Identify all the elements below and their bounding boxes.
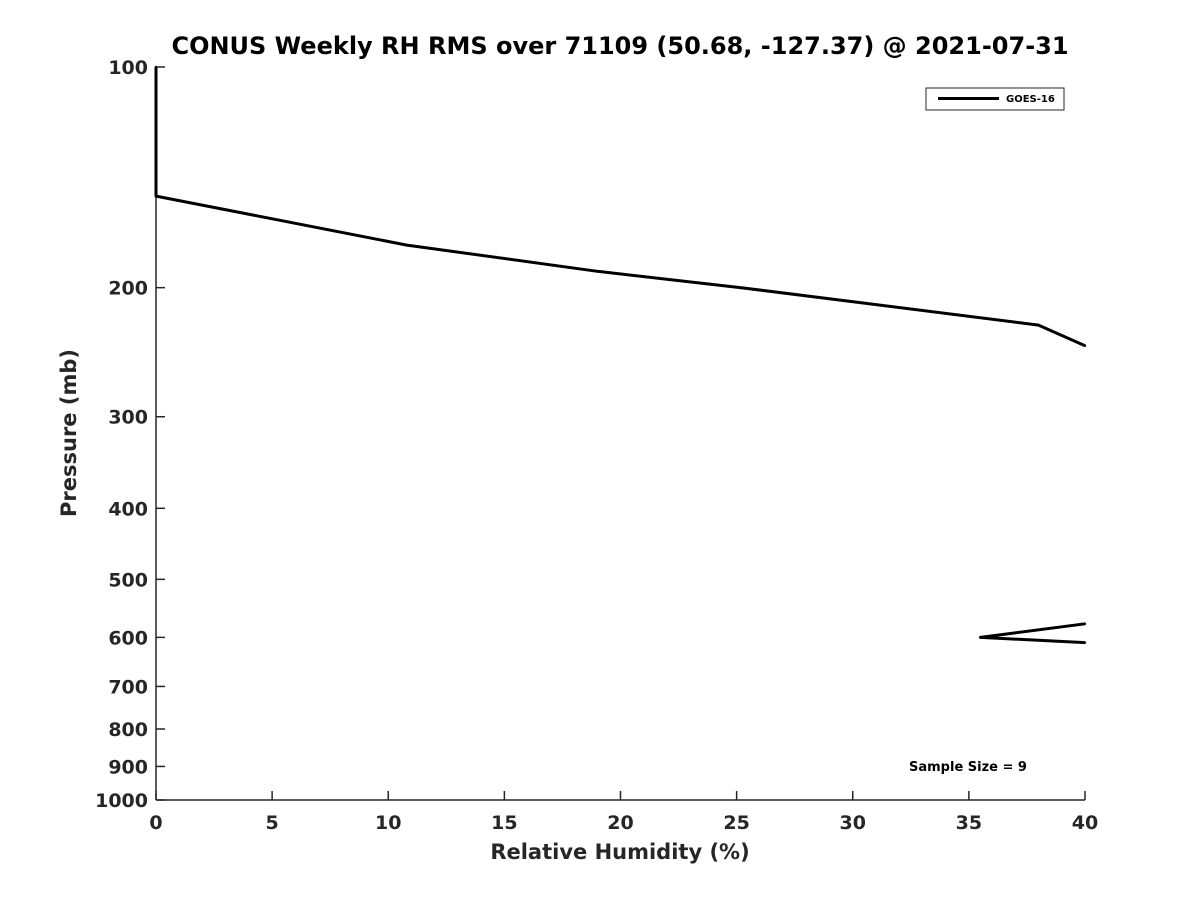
y-tick-label: 1000 [95, 790, 148, 812]
x-tick-label: 30 [840, 812, 866, 834]
x-tick-label: 40 [1072, 812, 1098, 834]
x-tick-label: 25 [723, 812, 749, 834]
series-data-point [154, 65, 158, 69]
y-tick-label: 100 [108, 57, 148, 79]
y-tick-label: 600 [108, 627, 148, 649]
chart-title: CONUS Weekly RH RMS over 71109 (50.68, -… [171, 32, 1068, 60]
y-axis-ticks: 100 200 300 400 500 600 700 800 900 1000 [95, 57, 165, 812]
series-data-point [405, 243, 409, 247]
x-tick-label: 15 [491, 812, 517, 834]
series-data-point [1083, 622, 1087, 626]
x-tick-label: 35 [956, 812, 982, 834]
x-tick-label: 20 [607, 812, 633, 834]
y-tick-label: 500 [108, 569, 148, 591]
series-data-point [1083, 344, 1087, 347]
x-tick-label: 10 [375, 812, 401, 834]
x-tick-label: 5 [266, 812, 279, 834]
series-line-segment [979, 622, 1086, 645]
y-tick-label: 200 [108, 278, 148, 300]
x-tick-label: 0 [149, 812, 162, 834]
legend-entry-goes-16: GOES-16 [1006, 94, 1055, 105]
x-axis-label: Relative Humidity (%) [490, 840, 749, 864]
y-tick-label: 400 [108, 498, 148, 520]
y-axis-label: Pressure (mb) [57, 349, 81, 517]
y-tick-label: 900 [108, 756, 148, 778]
axes [155, 67, 1085, 801]
y-tick-label: 800 [108, 719, 148, 741]
x-axis-ticks: 0 5 10 15 20 25 30 35 40 [149, 791, 1098, 834]
series-data-point [596, 270, 599, 273]
sample-size-annotation: Sample Size = 9 [909, 760, 1027, 775]
legend: GOES-16 [925, 87, 1065, 111]
y-tick-label: 700 [108, 676, 148, 698]
y-tick-label: 300 [108, 407, 148, 429]
data-series [154, 65, 1087, 645]
series-data-point [979, 636, 982, 639]
series-data-point [1083, 641, 1087, 644]
series-data-point [1037, 323, 1040, 327]
series-data-point [740, 286, 743, 289]
series-data-point [154, 194, 158, 198]
